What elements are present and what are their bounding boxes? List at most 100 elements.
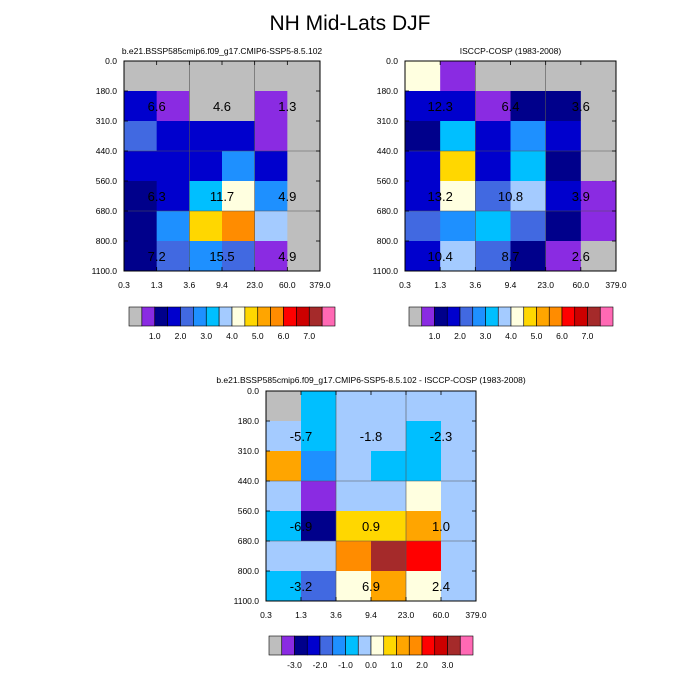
colorbar-box — [231, 306, 246, 327]
colorbar-label: 6.0 — [556, 331, 568, 341]
heatmap-cell — [336, 571, 372, 602]
heatmap-cell — [156, 61, 190, 92]
heatmap-cell — [405, 61, 441, 92]
colorbar-box — [357, 635, 372, 656]
heatmap-cell — [254, 181, 288, 212]
colorbar-box — [510, 306, 525, 327]
heatmap-cell — [510, 181, 547, 212]
cell-annotation: 6.3 — [148, 189, 166, 204]
cell-annotation: 4.6 — [213, 99, 231, 114]
cell-annotation: 11.7 — [210, 189, 234, 204]
heatmap-cell — [406, 541, 442, 572]
y-tick-label: 440.0 — [377, 146, 399, 156]
colorbar-box — [218, 306, 233, 327]
heatmap-cell — [545, 211, 582, 242]
heatmap-cell — [254, 61, 288, 92]
heatmap-cell — [406, 481, 442, 512]
colorbar-box — [574, 306, 588, 327]
cell-annotation: -1.8 — [360, 429, 382, 444]
x-tick-label: 60.0 — [433, 610, 450, 620]
heatmap-cell — [371, 511, 407, 542]
heatmap-cell — [545, 91, 582, 122]
heatmap-cell — [580, 91, 617, 122]
x-tick-label: 0.3 — [118, 280, 130, 290]
heatmap-cell — [545, 61, 582, 92]
heatmap-cell — [287, 241, 321, 272]
colorbar-label: 7.0 — [582, 331, 594, 341]
colorbar-box — [587, 306, 601, 327]
y-tick-label: 440.0 — [238, 476, 260, 486]
heatmap-cell — [405, 241, 441, 272]
colorbar-box — [434, 635, 448, 656]
x-tick-label: 9.4 — [216, 280, 228, 290]
heatmap-cell — [266, 571, 302, 602]
heatmap-cell — [189, 241, 223, 272]
colorbar-box — [294, 635, 308, 656]
heatmap-cell — [406, 391, 442, 422]
heatmap-cell — [580, 211, 617, 242]
heatmap-cell — [287, 151, 321, 182]
heatmap-cell — [440, 181, 476, 212]
colorbar-box — [270, 306, 284, 327]
heatmap-cell — [371, 451, 407, 482]
heatmap-cell — [510, 91, 547, 122]
heatmap-cell — [475, 181, 511, 212]
y-tick-label: 0.0 — [105, 56, 117, 66]
heatmap-cell — [222, 181, 256, 212]
colorbar-box — [408, 306, 423, 327]
heatmap-cell — [266, 541, 302, 572]
colorbar-box — [332, 635, 346, 656]
heatmap-cell — [405, 181, 441, 212]
colorbar-label: 7.0 — [303, 331, 315, 341]
colorbar-box — [180, 306, 194, 327]
heatmap-cell — [406, 571, 442, 602]
x-tick-label: 60.0 — [573, 280, 590, 290]
x-tick-label: 23.0 — [537, 280, 554, 290]
colorbar-label: 2.0 — [454, 331, 466, 341]
x-tick-label: 1.3 — [151, 280, 163, 290]
heatmap-cell — [301, 541, 337, 572]
y-tick-label: 560.0 — [377, 176, 399, 186]
heatmap-cell — [545, 121, 582, 152]
heatmap-cell — [441, 481, 477, 512]
cell-annotation: 1.3 — [278, 99, 296, 114]
colorbar-box — [434, 306, 448, 327]
cell-annotation: -5.7 — [290, 429, 312, 444]
colorbar-label: 0.0 — [365, 660, 377, 670]
heatmap-cell — [510, 151, 547, 182]
heatmap-cell — [336, 511, 372, 542]
heatmap-cell — [266, 451, 302, 482]
heatmap-cell — [301, 391, 337, 422]
heatmap-cell — [371, 541, 407, 572]
heatmap-cell — [405, 121, 441, 152]
heatmap-cell — [440, 121, 476, 152]
colorbar-box — [421, 635, 436, 656]
heatmap-cell — [475, 211, 511, 242]
heatmap-cell — [406, 451, 442, 482]
heatmap-cell — [475, 241, 511, 272]
heatmap-cell — [301, 481, 337, 512]
heatmap-cell — [336, 391, 372, 422]
colorbar-box — [536, 306, 550, 327]
heatmap-cell — [156, 151, 190, 182]
colorbar-label: 3.0 — [200, 331, 212, 341]
heatmap-cell — [254, 121, 288, 152]
colorbar-box — [154, 306, 168, 327]
heatmap-cell — [222, 211, 256, 242]
y-tick-label: 310.0 — [377, 116, 399, 126]
colorbar-label: 1.0 — [149, 331, 161, 341]
heatmap-cell — [406, 511, 442, 542]
heatmap-cell — [336, 451, 372, 482]
x-tick-label: 3.6 — [183, 280, 195, 290]
heatmap-cell — [301, 421, 337, 452]
heatmap-cell — [266, 421, 302, 452]
cell-annotation: 3.9 — [572, 189, 590, 204]
panel-2: ISCCP-COSP (1983-2008) 0.3 1.3 3.6 9.4 23.0 60… — [373, 46, 627, 341]
heatmap-cell — [475, 61, 511, 92]
cell-annotation: 13.2 — [428, 189, 453, 204]
colorbar-box — [408, 635, 423, 656]
cell-annotation: 8.7 — [501, 249, 519, 264]
y-tick-label: 800.0 — [377, 236, 399, 246]
x-tick-label: 3.6 — [469, 280, 481, 290]
heatmap-cell — [254, 211, 288, 242]
